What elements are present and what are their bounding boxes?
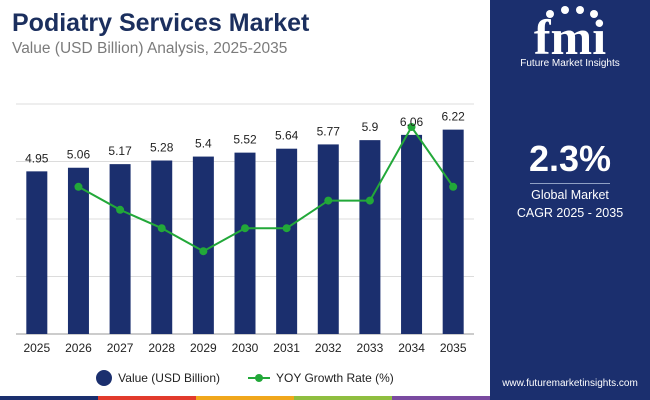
legend-label-value: Value (USD Billion) — [118, 371, 220, 385]
growth-point-2032 — [324, 196, 333, 205]
bar-value-label: 5.64 — [275, 129, 299, 143]
growth-point-2034 — [407, 123, 416, 131]
bar-value-label: 4.95 — [25, 151, 49, 165]
color-strip-segment — [392, 396, 490, 400]
x-tick-label: 2034 — [398, 341, 425, 355]
growth-point-2035 — [449, 182, 458, 191]
bar-value-label: 5.06 — [67, 148, 91, 162]
bar-value-label: 5.17 — [108, 144, 132, 158]
bar-2029 — [192, 156, 214, 334]
growth-point-2027 — [116, 205, 125, 214]
growth-point-2031 — [282, 224, 291, 233]
legend-line-swatch — [247, 374, 270, 382]
bar-2035 — [442, 129, 464, 334]
fmi-logo: fmi — [534, 6, 606, 65]
bar-2032 — [317, 144, 339, 334]
color-strip — [0, 396, 490, 400]
x-tick-label: 2025 — [23, 341, 50, 355]
chart-subtitle: Value (USD Billion) Analysis, 2025-2035 — [12, 40, 288, 57]
bar-2034 — [401, 134, 423, 334]
growth-point-2028 — [157, 224, 166, 233]
sidebar-panel: fmi Future Market Insights 2.3% Global M… — [490, 0, 650, 400]
cagr-value: 2.3% — [528, 138, 612, 179]
bar-line-chart: 4.95 5.06 5.17 5.28 5.4 5.52 5.64 5.77 5.9 6.06 6.… — [16, 103, 474, 355]
chart-legend: Value (USD Billion) YOY Growth Rate (%) — [0, 370, 490, 386]
color-strip-segment — [98, 396, 196, 400]
x-tick-label: 2033 — [357, 341, 384, 355]
bar-2031 — [276, 148, 298, 334]
cagr-label-market: Global Market — [531, 188, 609, 202]
x-tick-label: 2026 — [65, 341, 92, 355]
bar-2030 — [234, 152, 256, 334]
bar-2033 — [359, 140, 381, 334]
legend-item-growth: YOY Growth Rate (%) — [247, 371, 394, 385]
x-tick-label: 2027 — [107, 341, 134, 355]
website-link[interactable]: www.futuremarketinsights.com — [502, 378, 638, 389]
x-tick-label: 2030 — [232, 341, 259, 355]
cagr-divider — [530, 183, 610, 184]
bar-value-label: 5.4 — [195, 137, 212, 151]
cagr-label-period: CAGR 2025 - 2035 — [516, 206, 624, 220]
bar-value-label: 5.28 — [150, 141, 174, 155]
chart-title: Podiatry Services Market — [12, 9, 310, 37]
bar-value-label: 5.9 — [362, 120, 379, 134]
bar-2028 — [151, 160, 173, 334]
x-tick-label: 2029 — [190, 341, 217, 355]
bar-value-label: 6.22 — [442, 110, 466, 124]
growth-point-2030 — [241, 224, 249, 233]
bar-2027 — [109, 164, 131, 334]
growth-point-2029 — [199, 247, 208, 256]
legend-label-growth: YOY Growth Rate (%) — [275, 371, 394, 385]
color-strip-segment — [0, 396, 98, 400]
legend-item-value: Value (USD Billion) — [96, 370, 220, 386]
color-strip-segment — [294, 396, 392, 400]
bar-2025 — [26, 171, 48, 334]
bar-2026 — [67, 167, 89, 334]
bar-value-label: 6.06 — [400, 115, 424, 129]
x-tick-label: 2028 — [148, 341, 175, 355]
x-tick-label: 2035 — [440, 341, 467, 355]
growth-point-2026 — [74, 182, 83, 191]
x-tick-label: 2031 — [273, 341, 300, 355]
logo-subtitle: Future Market Insights — [520, 58, 620, 69]
growth-line — [77, 125, 455, 253]
growth-point-2033 — [365, 196, 374, 205]
color-strip-segment — [196, 396, 294, 400]
x-tick-label: 2032 — [315, 341, 342, 355]
legend-bar-swatch — [96, 370, 113, 386]
bar-value-label: 5.77 — [317, 124, 341, 138]
bar-value-label: 5.52 — [233, 133, 257, 147]
svg-text:fmi: fmi — [534, 9, 606, 65]
